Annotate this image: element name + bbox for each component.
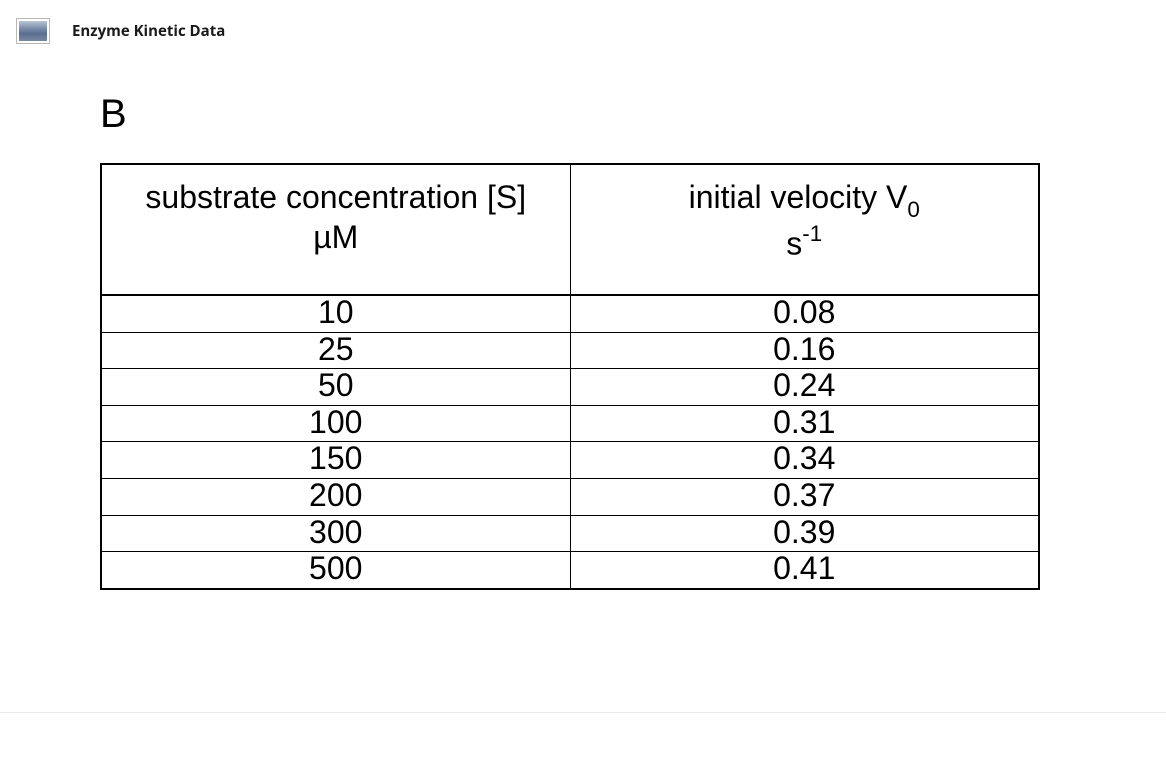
col1-line1: substrate concentration [S] — [145, 179, 526, 215]
col2-line2-sup: -1 — [802, 221, 822, 246]
table-row: 10 0.08 — [101, 295, 1039, 332]
cell-substrate: 10 — [101, 295, 570, 332]
table-row: 200 0.37 — [101, 479, 1039, 516]
cell-substrate: 50 — [101, 369, 570, 406]
page-header: Enzyme Kinetic Data — [0, 0, 1166, 62]
kinetic-data-table: substrate concentration [S] µM initial v… — [100, 163, 1040, 590]
table-row: 50 0.24 — [101, 369, 1039, 406]
cell-substrate: 100 — [101, 405, 570, 442]
figure-panel-label: B — [100, 92, 1066, 137]
cell-velocity: 0.24 — [570, 369, 1039, 406]
cell-velocity: 0.16 — [570, 332, 1039, 369]
cell-substrate: 300 — [101, 515, 570, 552]
bottom-divider — [0, 712, 1166, 713]
cell-velocity: 0.39 — [570, 515, 1039, 552]
column-header-substrate: substrate concentration [S] µM — [101, 164, 570, 295]
table-header-row: substrate concentration [S] µM initial v… — [101, 164, 1039, 295]
table-row: 100 0.31 — [101, 405, 1039, 442]
thumbnail-icon — [16, 18, 50, 44]
col1-line2: µM — [313, 219, 358, 255]
table-row: 500 0.41 — [101, 552, 1039, 589]
content-area: B substrate concentration [S] µM initial… — [0, 62, 1166, 590]
cell-velocity: 0.34 — [570, 442, 1039, 479]
cell-velocity: 0.08 — [570, 295, 1039, 332]
col2-line1-sub: 0 — [907, 197, 919, 222]
cell-velocity: 0.37 — [570, 479, 1039, 516]
cell-velocity: 0.41 — [570, 552, 1039, 589]
table-row: 150 0.34 — [101, 442, 1039, 479]
cell-substrate: 150 — [101, 442, 570, 479]
table-body: 10 0.08 25 0.16 50 0.24 100 0.31 150 0.3… — [101, 295, 1039, 589]
column-header-velocity: initial velocity V0 s-1 — [570, 164, 1039, 295]
cell-velocity: 0.31 — [570, 405, 1039, 442]
cell-substrate: 200 — [101, 479, 570, 516]
col2-line1-prefix: initial velocity V — [689, 179, 908, 215]
col2-line2-prefix: s — [786, 226, 802, 262]
cell-substrate: 25 — [101, 332, 570, 369]
page-title: Enzyme Kinetic Data — [72, 21, 225, 41]
cell-substrate: 500 — [101, 552, 570, 589]
table-row: 25 0.16 — [101, 332, 1039, 369]
table-row: 300 0.39 — [101, 515, 1039, 552]
